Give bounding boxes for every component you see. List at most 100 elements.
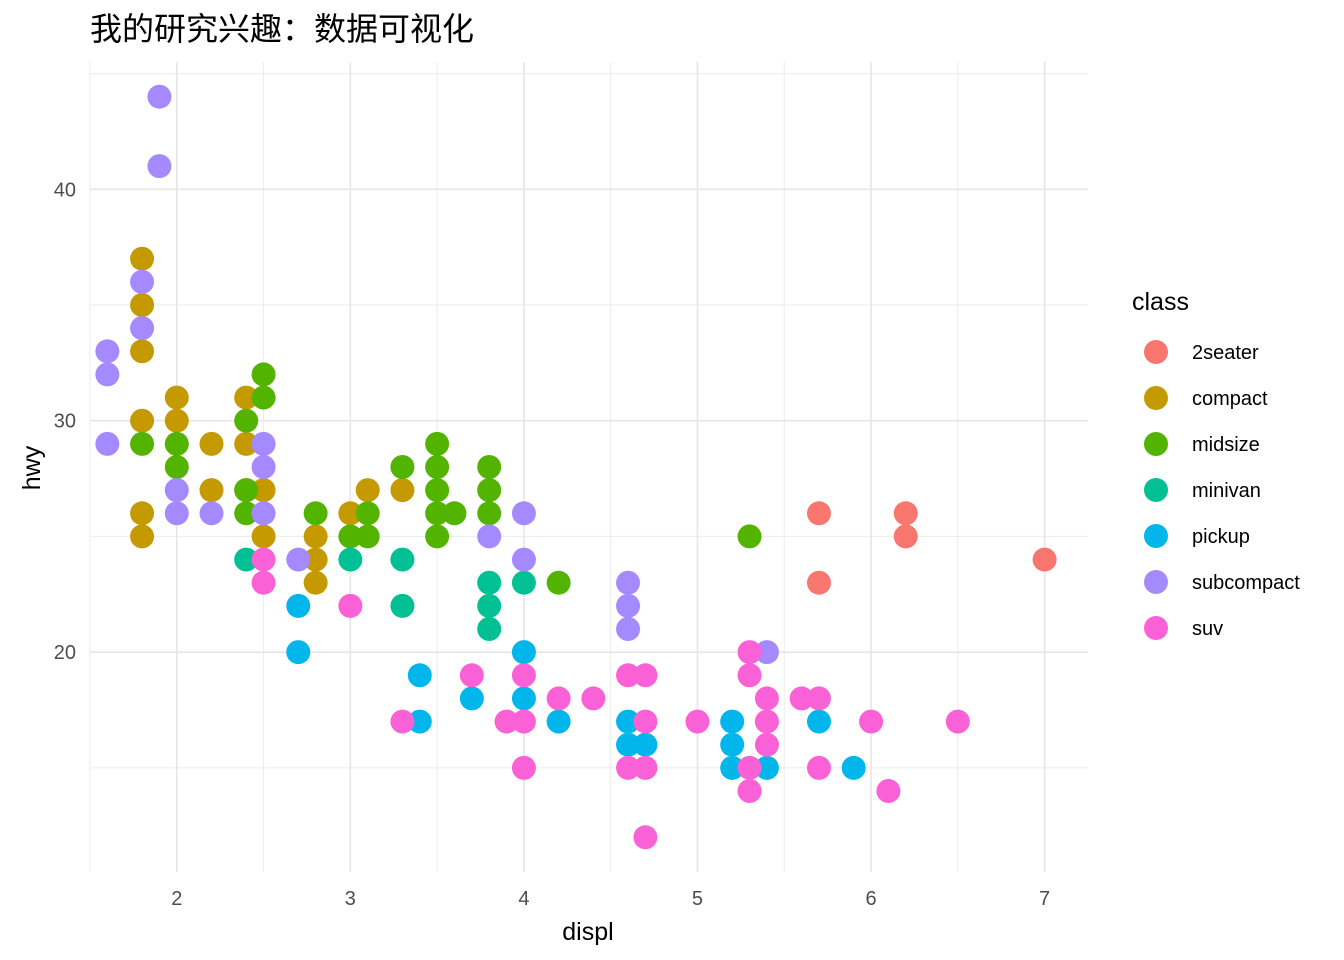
data-point-subcompact [147, 84, 172, 109]
data-point-midsize [477, 478, 502, 503]
data-point-subcompact [616, 617, 641, 641]
legend-key-suv [1144, 616, 1168, 640]
data-point-subcompact [511, 501, 536, 526]
y-tick-label: 40 [54, 179, 76, 201]
data-point-compact [130, 339, 155, 364]
data-point-compact [355, 478, 380, 503]
x-tick-label: 5 [692, 888, 703, 910]
data-point-pickup [546, 709, 571, 734]
data-point-minivan [338, 547, 363, 572]
data-point-2seater [893, 501, 918, 526]
data-point-suv [633, 755, 658, 780]
data-point-minivan [390, 593, 415, 618]
data-point-midsize [737, 524, 762, 549]
chart-title: 我的研究兴趣：数据可视化 [90, 10, 474, 48]
data-point-midsize [251, 385, 276, 410]
data-point-suv [806, 755, 831, 780]
legend-key-pickup [1144, 524, 1168, 548]
data-point-subcompact [130, 316, 155, 341]
data-point-suv [251, 570, 276, 595]
data-point-midsize [425, 431, 450, 456]
data-point-compact [338, 501, 363, 526]
data-point-subcompact [199, 501, 224, 526]
data-point-pickup [720, 732, 745, 757]
data-point-subcompact [286, 547, 311, 572]
data-point-suv [806, 686, 831, 711]
y-axis-title: hwy [18, 445, 46, 490]
data-point-midsize [234, 501, 259, 526]
data-point-midsize [425, 501, 450, 526]
x-tick-label: 6 [865, 888, 876, 910]
legend-label-midsize: midsize [1192, 434, 1260, 456]
data-point-subcompact [477, 524, 502, 549]
data-point-minivan [234, 547, 259, 572]
data-point-midsize [338, 524, 363, 549]
legend-items: 2seater compact midsize minivan pickup subcom… [1144, 340, 1300, 640]
legend-key-minivan [1144, 478, 1168, 502]
data-point-midsize [164, 455, 189, 479]
data-point-subcompact [251, 501, 276, 526]
data-point-suv [633, 663, 658, 688]
data-point-midsize [425, 478, 450, 503]
data-point-minivan [511, 570, 536, 595]
legend: class 2seater compact midsize minivan pickup… [1132, 288, 1300, 640]
data-point-midsize [425, 524, 450, 549]
data-point-subcompact [616, 570, 641, 595]
data-point-pickup [806, 709, 831, 734]
data-point-subcompact [251, 431, 276, 456]
data-point-pickup [286, 593, 311, 618]
data-point-suv [251, 547, 276, 572]
data-point-pickup [407, 709, 432, 734]
data-point-compact [251, 524, 276, 549]
data-point-suv [511, 755, 536, 780]
data-point-midsize [164, 431, 189, 456]
data-point-pickup [720, 755, 745, 780]
data-point-suv [754, 732, 779, 757]
data-point-suv [945, 709, 970, 734]
x-tick-label: 3 [345, 888, 356, 910]
x-axis-ticks: 2 3 4 5 6 7 [171, 888, 1050, 910]
data-point-subcompact [251, 455, 276, 479]
legend-label-minivan: minivan [1192, 480, 1261, 502]
data-point-compact [234, 431, 259, 456]
data-point-suv [685, 709, 710, 734]
data-point-subcompact [616, 593, 641, 618]
data-point-compact [199, 478, 224, 503]
data-point-suv [876, 779, 901, 803]
data-point-suv [737, 779, 762, 803]
data-point-compact [234, 385, 259, 410]
y-tick-label: 30 [54, 411, 76, 433]
data-point-pickup [407, 663, 432, 688]
data-point-suv [633, 825, 658, 850]
data-point-compact [164, 385, 189, 410]
data-point-subcompact [754, 640, 779, 665]
data-point-compact [390, 478, 415, 503]
data-point-midsize [234, 478, 259, 503]
data-point-minivan [477, 617, 502, 641]
data-point-midsize [390, 455, 415, 479]
legend-key-subcompact [1144, 570, 1168, 594]
data-point-compact [303, 547, 328, 572]
legend-label-2seater: 2seater [1192, 342, 1259, 364]
minor-gridlines [89, 62, 1088, 872]
data-point-suv [390, 709, 415, 734]
data-point-pickup [511, 640, 536, 665]
data-point-suv [338, 593, 363, 618]
data-point-midsize [251, 362, 276, 387]
data-point-midsize [130, 431, 155, 456]
data-point-suv [633, 709, 658, 734]
legend-key-midsize [1144, 432, 1168, 456]
y-axis-ticks: 20 30 40 [54, 179, 76, 664]
x-axis-title: displ [562, 918, 613, 946]
data-point-subcompact [95, 339, 120, 364]
data-point-suv [616, 663, 641, 688]
data-point-2seater [806, 501, 831, 526]
data-point-compact [303, 570, 328, 595]
data-point-midsize [303, 501, 328, 526]
x-tick-label: 7 [1039, 888, 1050, 910]
data-point-pickup [633, 732, 658, 757]
data-point-suv [737, 663, 762, 688]
data-point-pickup [720, 709, 745, 734]
data-point-midsize [546, 570, 571, 595]
